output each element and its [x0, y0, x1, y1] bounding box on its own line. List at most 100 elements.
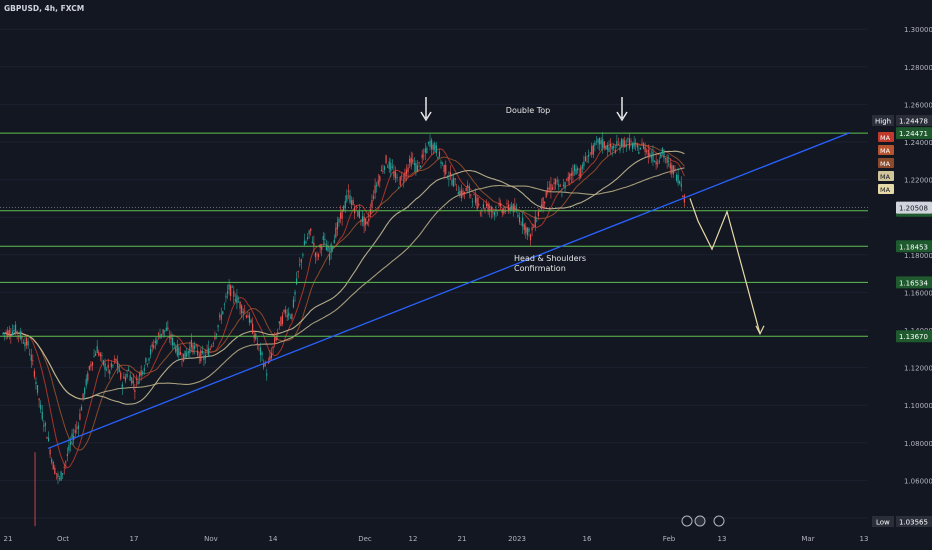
candle-body	[424, 148, 426, 153]
price-tick-label: 1.24000	[904, 139, 932, 147]
candle-body	[427, 142, 430, 144]
candle-body	[69, 442, 72, 445]
candle-body	[74, 429, 76, 433]
candle-body	[540, 204, 543, 209]
candle-body	[41, 411, 43, 420]
candle-body	[390, 162, 392, 172]
candle-body	[404, 172, 406, 180]
ma-legend-tag[interactable]	[878, 184, 894, 194]
candle-body	[440, 161, 442, 164]
candle-body	[478, 203, 480, 206]
candle-body	[522, 217, 524, 227]
candle-body	[410, 157, 412, 167]
flag-icon[interactable]	[694, 515, 706, 527]
candle-body	[269, 356, 271, 361]
candle-body	[409, 158, 411, 163]
chart-tool-icons[interactable]	[681, 515, 725, 527]
candle-body	[372, 195, 375, 199]
moving-averages	[3, 142, 685, 469]
candle-body	[140, 370, 142, 376]
candle-body	[300, 259, 302, 263]
candle-body	[606, 144, 609, 150]
candle-body	[193, 345, 196, 349]
candle-body	[487, 203, 489, 212]
ma-legend-tag[interactable]	[878, 158, 894, 168]
candle-body	[66, 454, 68, 456]
candle-body	[636, 144, 638, 148]
candle-body	[542, 197, 544, 208]
candle-body	[2, 333, 4, 334]
candle-body	[492, 211, 494, 213]
candle-body	[314, 252, 317, 257]
candle-body	[533, 227, 535, 228]
candle-body	[259, 347, 262, 356]
candle-body	[33, 370, 35, 377]
candle-body	[599, 137, 601, 145]
candle-body	[573, 165, 576, 172]
candle-body	[187, 350, 189, 354]
candle-body	[322, 236, 324, 241]
candle-body	[683, 195, 685, 203]
candle-body	[184, 350, 186, 359]
projection-group[interactable]	[689, 198, 765, 336]
candle-body	[445, 164, 447, 175]
candle-body	[393, 171, 395, 177]
lightning-icon[interactable]	[681, 515, 693, 527]
candle-body	[299, 264, 301, 265]
candle-body	[344, 200, 346, 208]
candle-body	[343, 205, 345, 212]
candle-body	[387, 166, 389, 168]
candle-body	[286, 314, 288, 318]
candle-body	[102, 360, 105, 365]
candle-body	[501, 209, 503, 213]
candle-body	[566, 178, 568, 180]
candle-body	[149, 348, 152, 355]
moving-average-line	[3, 150, 685, 405]
candle-body	[452, 178, 455, 187]
candle-body	[211, 345, 213, 347]
projection-path[interactable]	[689, 198, 761, 334]
candle-body	[358, 211, 360, 218]
high-value-bg	[896, 115, 932, 127]
candle-body	[138, 373, 141, 377]
candle-body	[484, 208, 486, 210]
ma-legend-tag[interactable]	[878, 171, 894, 181]
candle-body	[3, 333, 6, 335]
candle-body	[250, 320, 252, 323]
candle-body	[32, 359, 34, 361]
candle-body	[462, 190, 464, 196]
candle-body	[459, 190, 461, 196]
candle-body	[113, 359, 116, 361]
candle-body	[498, 203, 500, 206]
settings-icon[interactable]	[713, 515, 725, 527]
ma-legend-tag[interactable]	[878, 145, 894, 155]
candle-body	[605, 146, 607, 150]
time-tick-label: 13	[860, 535, 869, 543]
candle-body	[625, 144, 627, 148]
candle-body	[352, 200, 354, 205]
candle-body	[402, 179, 404, 181]
low-value: 1.03565	[899, 519, 928, 527]
level-price-badge: 1.16534	[899, 279, 928, 287]
candle-body	[577, 168, 579, 171]
candle-body	[98, 352, 100, 356]
candle-body	[663, 152, 665, 159]
level-price-badge-bg	[896, 240, 932, 253]
candle-body	[544, 201, 546, 204]
candle-body	[170, 334, 172, 340]
moving-average-line	[3, 167, 685, 400]
candle-body	[99, 353, 101, 357]
candle-body	[672, 165, 674, 175]
trendline-group[interactable]	[47, 131, 851, 450]
time-axis[interactable]: 21 Oct 17 Nov 14 Dec 12 21 2023 16 Feb 13 Mar 13	[4, 535, 869, 543]
candle-body	[310, 228, 312, 232]
ascending-trendline[interactable]	[47, 131, 851, 450]
candle-body	[537, 211, 539, 216]
candle-body	[631, 143, 634, 149]
ma-legend-tag[interactable]	[878, 132, 894, 142]
candle-body	[223, 303, 225, 305]
candle-body	[655, 161, 657, 165]
candle-body	[118, 367, 120, 372]
